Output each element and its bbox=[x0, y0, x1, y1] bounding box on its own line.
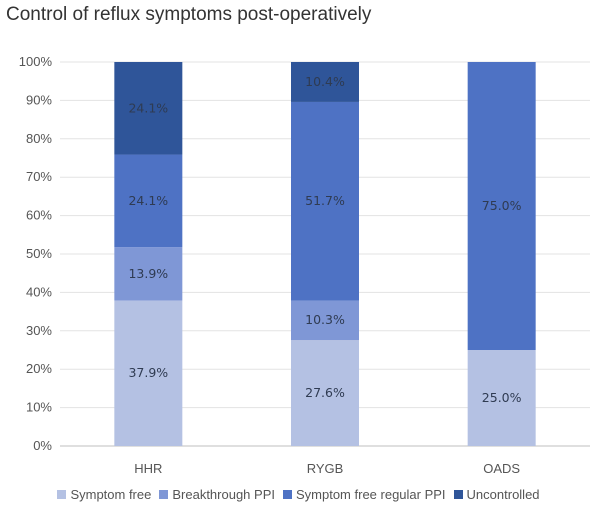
y-tick-label: 70% bbox=[26, 169, 52, 184]
legend-label: Uncontrolled bbox=[466, 487, 540, 502]
data-label: 13.9% bbox=[128, 266, 168, 281]
x-category-label: HHR bbox=[134, 461, 162, 476]
bar-segment-hhr-1 bbox=[114, 247, 183, 301]
legend-item: Symptom free bbox=[57, 487, 151, 502]
data-label: 25.0% bbox=[482, 390, 522, 405]
bar-segment-rygb-3 bbox=[291, 62, 359, 102]
y-tick-label: 0% bbox=[33, 438, 52, 453]
data-label: 24.1% bbox=[128, 193, 168, 208]
legend-item: Breakthrough PPI bbox=[159, 487, 275, 502]
data-label: 75.0% bbox=[482, 198, 522, 213]
chart-legend: Symptom free Breakthrough PPI Symptom free… bbox=[0, 487, 597, 502]
data-label: 51.7% bbox=[305, 193, 345, 208]
x-category-label: RYGB bbox=[307, 461, 344, 476]
data-label: 10.3% bbox=[305, 312, 345, 327]
chart-title: Control of reflux symptoms post-operativ… bbox=[6, 4, 372, 25]
y-tick-label: 30% bbox=[26, 323, 52, 338]
x-axis-categories: HHR RYGB OADS bbox=[134, 461, 520, 476]
legend-item: Uncontrolled bbox=[453, 487, 540, 502]
data-label: 27.6% bbox=[305, 385, 345, 400]
y-tick-label: 10% bbox=[26, 400, 52, 415]
stacked-bar-chart: 0% 10% 20% 30% 40% 50% 60% 70% 80% 90% 100% 37.9% 1… bbox=[19, 54, 590, 476]
bar-segment-hhr-2 bbox=[114, 154, 183, 248]
bar-segment-oads-2 bbox=[467, 62, 536, 350]
bar-segment-rygb-2 bbox=[291, 101, 359, 301]
y-tick-label: 60% bbox=[26, 208, 52, 223]
bar-segment-hhr-0 bbox=[114, 300, 183, 446]
legend-item: Symptom free regular PPI bbox=[282, 487, 446, 502]
data-label: 10.4% bbox=[305, 74, 345, 89]
data-labels: 37.9% 13.9% 24.1% 24.1% 27.6% 10.3% 51.7% 10.4%… bbox=[128, 74, 521, 405]
legend-label: Breakthrough PPI bbox=[172, 487, 275, 502]
legend-swatch bbox=[57, 490, 67, 499]
legend-swatch bbox=[453, 490, 463, 499]
legend-swatch bbox=[282, 490, 292, 499]
y-tick-label: 80% bbox=[26, 131, 52, 146]
y-tick-label: 90% bbox=[26, 92, 52, 107]
data-label: 37.9% bbox=[128, 365, 168, 380]
x-category-label: OADS bbox=[483, 461, 520, 476]
bar-segment-rygb-1 bbox=[291, 300, 359, 341]
data-label: 24.1% bbox=[128, 100, 168, 115]
y-tick-label: 20% bbox=[26, 361, 52, 376]
y-tick-label: 100% bbox=[19, 54, 53, 69]
legend-label: Symptom free bbox=[70, 487, 152, 502]
bar-segment-hhr-3 bbox=[114, 62, 183, 155]
bar-stacks bbox=[114, 62, 536, 446]
bar-segment-rygb-0 bbox=[291, 340, 359, 446]
y-tick-label: 40% bbox=[26, 284, 52, 299]
legend-label: Symptom free regular PPI bbox=[295, 487, 446, 502]
bar-segment-oads-0 bbox=[467, 350, 536, 446]
y-tick-label: 50% bbox=[26, 246, 52, 261]
y-axis-ticks: 0% 10% 20% 30% 40% 50% 60% 70% 80% 90% 100% bbox=[19, 54, 53, 453]
legend-swatch bbox=[159, 490, 169, 499]
